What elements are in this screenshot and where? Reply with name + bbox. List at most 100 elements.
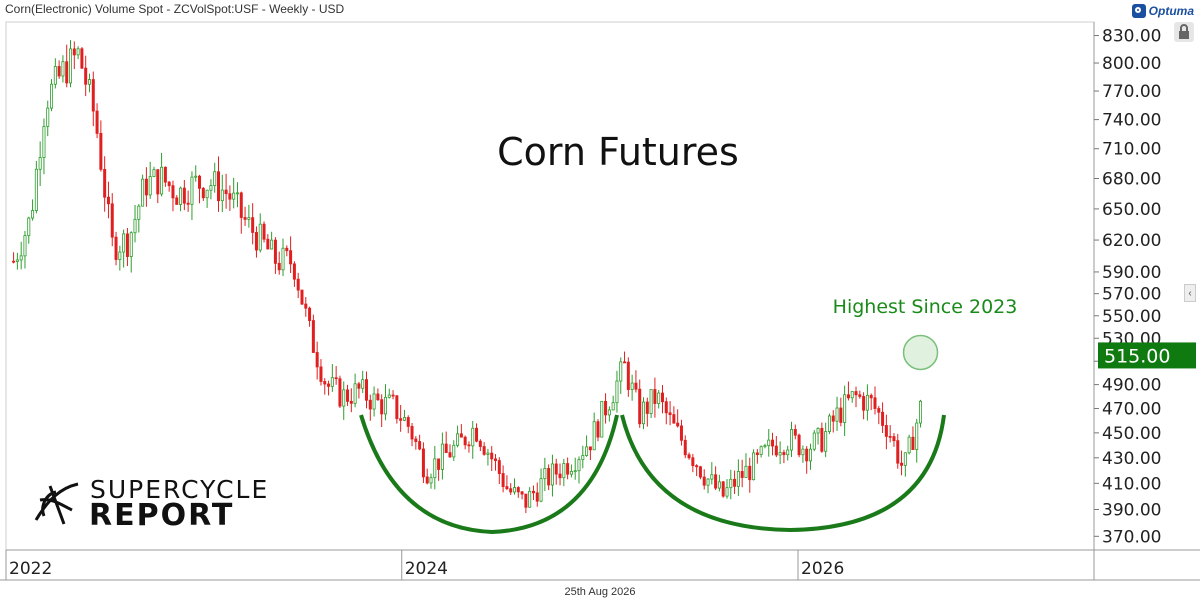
candle-body bbox=[129, 232, 133, 257]
candle-body bbox=[171, 185, 175, 199]
candle-body bbox=[790, 429, 794, 451]
candle-body bbox=[406, 417, 410, 427]
candle-body bbox=[824, 431, 828, 452]
candle-body bbox=[607, 409, 611, 416]
candle-body bbox=[475, 427, 479, 442]
candle-body bbox=[638, 388, 642, 425]
candle-body bbox=[205, 189, 209, 199]
candle-body bbox=[289, 250, 293, 265]
candle-body bbox=[717, 481, 721, 489]
candle-body bbox=[892, 436, 896, 442]
candle-body bbox=[509, 488, 513, 493]
candle-body bbox=[418, 441, 422, 450]
candle-body bbox=[311, 320, 315, 353]
candle-body bbox=[729, 478, 733, 489]
candle-body bbox=[877, 408, 881, 413]
candle-body bbox=[141, 178, 145, 207]
candle-body bbox=[31, 210, 35, 219]
candle-body bbox=[156, 169, 160, 195]
candle-body bbox=[308, 307, 312, 321]
candle-body bbox=[72, 48, 76, 56]
y-tick-label: 590.00 bbox=[1102, 263, 1161, 283]
candle-body bbox=[103, 168, 107, 198]
candle-body bbox=[900, 462, 904, 466]
candle-body bbox=[444, 443, 448, 454]
candle-body bbox=[91, 79, 95, 112]
candle-body bbox=[634, 382, 638, 390]
brand-logo: Optuma bbox=[1131, 2, 1194, 20]
candle-body bbox=[364, 379, 368, 401]
candle-body bbox=[846, 394, 850, 399]
candle-body bbox=[539, 478, 543, 502]
last-price-box bbox=[1098, 342, 1196, 369]
candle-body bbox=[679, 425, 683, 441]
candle-body bbox=[490, 452, 494, 460]
candle-body bbox=[190, 176, 194, 205]
candle-body bbox=[664, 401, 668, 414]
candle-body bbox=[615, 380, 619, 404]
candle-body bbox=[459, 433, 463, 438]
candle-body bbox=[873, 397, 877, 409]
candle-body bbox=[881, 411, 885, 426]
candle-body bbox=[137, 205, 141, 220]
candle-body bbox=[528, 490, 532, 508]
candle-body bbox=[596, 421, 600, 438]
candle-body bbox=[65, 61, 69, 84]
candle-body bbox=[414, 438, 418, 442]
candle-body bbox=[19, 255, 23, 261]
candle-body bbox=[550, 463, 554, 486]
candle-body bbox=[410, 426, 414, 440]
candle-body bbox=[27, 217, 31, 236]
candle-body bbox=[630, 382, 634, 390]
last-price-label: 515.00 bbox=[1104, 345, 1170, 367]
candle-body bbox=[38, 157, 42, 170]
candle-body bbox=[323, 381, 327, 385]
candle-body bbox=[577, 459, 581, 472]
candle-body bbox=[808, 448, 812, 462]
candle-body bbox=[361, 379, 365, 389]
candle-body bbox=[687, 454, 691, 459]
candle-body bbox=[497, 460, 501, 474]
candle-body bbox=[209, 185, 213, 191]
lock-icon[interactable] bbox=[1174, 22, 1194, 42]
candle-body bbox=[524, 493, 528, 508]
candle-body bbox=[558, 473, 562, 479]
candle-body bbox=[710, 474, 714, 480]
candle-body bbox=[114, 236, 118, 260]
candle-body bbox=[793, 429, 797, 436]
candle-body bbox=[516, 487, 520, 493]
candle-body bbox=[402, 417, 406, 421]
candle-body bbox=[118, 251, 122, 260]
collapse-axis-button[interactable]: ‹ bbox=[1184, 284, 1196, 302]
candle-body bbox=[744, 465, 748, 478]
candle-body bbox=[84, 67, 88, 85]
candle-body bbox=[433, 458, 437, 479]
candle-body bbox=[763, 445, 767, 448]
candle-body bbox=[380, 399, 384, 415]
x-tick-label: 2022 bbox=[9, 559, 52, 579]
candle-body bbox=[148, 176, 152, 196]
candle-body bbox=[235, 192, 239, 195]
candle-body bbox=[296, 278, 300, 291]
candle-body bbox=[50, 83, 54, 109]
candle-body bbox=[399, 418, 403, 421]
candle-body bbox=[543, 468, 547, 480]
logo-line-1: SUPERCYCLE bbox=[90, 475, 269, 504]
candle-body bbox=[330, 377, 334, 387]
candle-body bbox=[714, 474, 718, 489]
candle-body bbox=[160, 166, 164, 195]
candle-body bbox=[201, 187, 205, 199]
candle-body bbox=[531, 490, 535, 494]
y-tick-label: 770.00 bbox=[1102, 82, 1161, 102]
candle-body bbox=[767, 439, 771, 447]
candle-body bbox=[15, 259, 19, 262]
candle-body bbox=[585, 446, 589, 456]
candle-body bbox=[34, 168, 38, 211]
y-tick-label: 430.00 bbox=[1102, 449, 1161, 469]
y-tick-label: 620.00 bbox=[1102, 231, 1161, 251]
candle-body bbox=[611, 402, 615, 411]
candle-body bbox=[99, 132, 103, 170]
candle-body bbox=[144, 178, 148, 196]
candle-body bbox=[220, 189, 224, 202]
left-bottom-arc bbox=[359, 414, 619, 535]
